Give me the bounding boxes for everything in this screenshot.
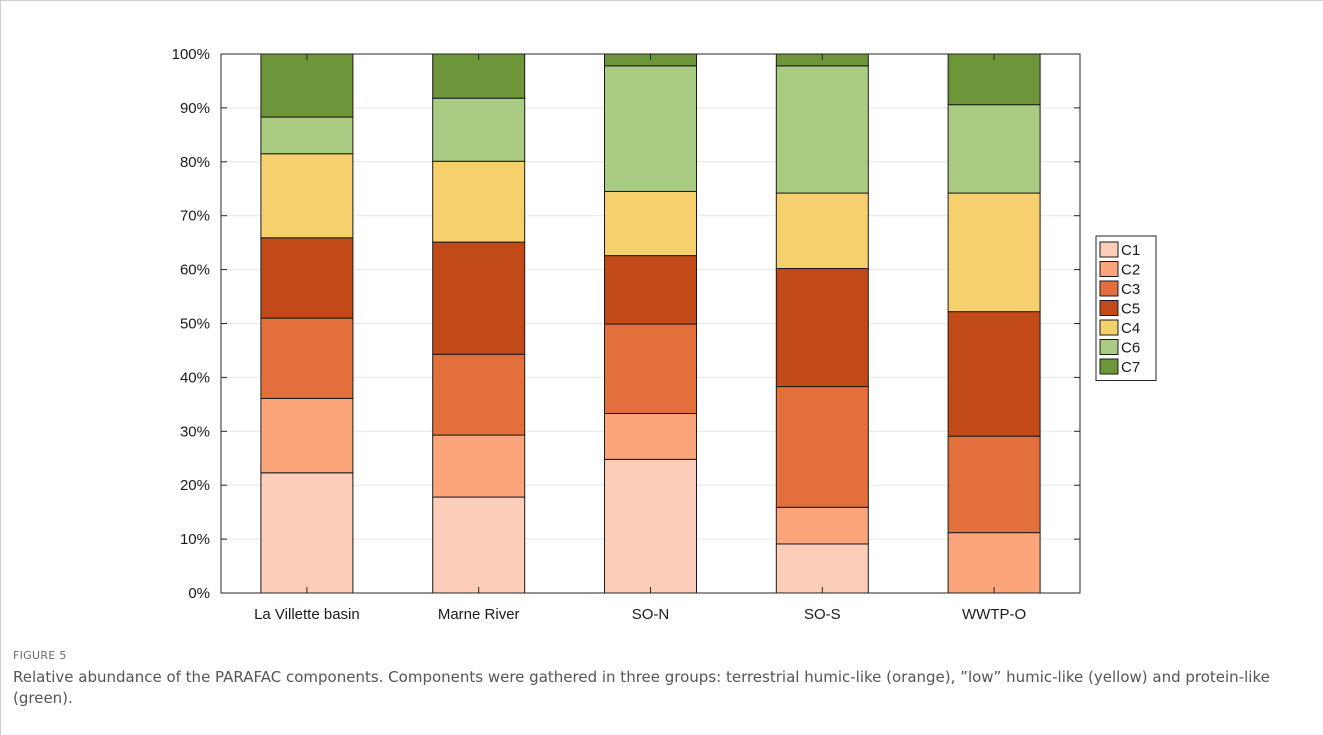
y-tick-label: 0% xyxy=(188,585,210,602)
bar-segment-c3 xyxy=(432,353,526,436)
figure-label: FIGURE 5 xyxy=(13,649,67,662)
bar-segment-c5 xyxy=(260,237,354,319)
figure-caption: Relative abundance of the PARAFAC compon… xyxy=(13,668,1270,707)
bar-segment-c2 xyxy=(432,434,526,498)
bar-segment-c3 xyxy=(775,386,869,508)
x-tick-label: SO-S xyxy=(804,606,841,623)
legend-swatch-c7 xyxy=(1099,358,1119,375)
bar-segment-c1 xyxy=(432,496,526,594)
bar-segment-c2 xyxy=(947,532,1041,594)
y-tick-label: 90% xyxy=(180,100,210,117)
bar-segment-c3 xyxy=(260,317,354,399)
legend-label: C5 xyxy=(1121,301,1140,318)
y-tick-label: 10% xyxy=(180,531,210,548)
bar-segment-c6 xyxy=(947,104,1041,194)
legend-label: C6 xyxy=(1121,340,1140,357)
bar-segment-c3 xyxy=(947,435,1041,534)
legend-swatch-c4 xyxy=(1099,319,1119,336)
legend-label: C3 xyxy=(1121,281,1140,298)
y-axis-tick-labels: 0% 10% 20% 30% 40% 50% 60% 70% 80% 90% 100% xyxy=(172,46,210,602)
bars xyxy=(260,53,1041,594)
bar-segment-c7 xyxy=(260,53,354,118)
bar-segment-c5 xyxy=(604,255,697,325)
bar-segment-c6 xyxy=(604,65,697,192)
bar-segment-c4 xyxy=(947,192,1041,313)
x-tick-label: WWTP-O xyxy=(962,606,1026,623)
bar-segment-c1 xyxy=(604,458,697,594)
bar-segment-c6 xyxy=(260,116,354,155)
x-tick-label: SO-N xyxy=(632,606,670,623)
bar-segment-c7 xyxy=(432,53,526,99)
y-tick-label: 60% xyxy=(180,262,210,279)
y-tick-label: 70% xyxy=(180,208,210,225)
bar-segment-c5 xyxy=(775,268,869,388)
legend-swatch-c2 xyxy=(1099,261,1119,277)
bar-segment-c2 xyxy=(604,413,697,460)
x-tick-label: Marne River xyxy=(438,606,520,623)
bar-segment-c4 xyxy=(432,160,526,243)
bar-segment-c1 xyxy=(775,543,869,594)
x-tick-label: La Villette basin xyxy=(254,606,360,623)
bar-segment-c7 xyxy=(947,53,1041,106)
legend: C1 C2 C3 C5 C4 C6 C7 xyxy=(1095,235,1157,381)
x-axis-tick-labels: La Villette basin Marne River SO-N SO-S WWTP… xyxy=(254,606,1026,623)
y-tick-label: 50% xyxy=(180,316,210,333)
stacked-bar-chart: 0% 10% 20% 30% 40% 50% 60% 70% 80% 90% 100% La Vil… xyxy=(172,46,1157,623)
legend-swatch-c6 xyxy=(1099,339,1119,355)
bar-segment-c3 xyxy=(604,323,697,415)
y-tick-label: 80% xyxy=(180,154,210,171)
bar-segment-c5 xyxy=(432,241,526,355)
legend-swatch-c3 xyxy=(1099,280,1119,297)
bar-segment-c2 xyxy=(260,397,354,474)
legend-label: C4 xyxy=(1121,320,1140,337)
legend-label: C7 xyxy=(1121,359,1140,376)
bar-segment-c2 xyxy=(775,506,869,545)
legend-swatch-c5 xyxy=(1099,300,1119,316)
legend-label: C2 xyxy=(1121,262,1140,279)
bar-segment-c4 xyxy=(260,153,354,239)
axis-ticks xyxy=(221,53,1080,594)
legend-swatch-c1 xyxy=(1099,241,1119,258)
bar-segment-c6 xyxy=(432,97,526,162)
bar-segment-c4 xyxy=(604,190,697,257)
bar-segment-c5 xyxy=(947,311,1041,437)
y-tick-label: 40% xyxy=(180,369,210,386)
y-tick-label: 100% xyxy=(172,46,210,63)
y-tick-label: 30% xyxy=(180,423,210,440)
bar-segment-c1 xyxy=(260,472,354,594)
bar-segment-c4 xyxy=(775,192,869,270)
bar-segment-c6 xyxy=(775,65,869,194)
legend-label: C1 xyxy=(1121,242,1140,259)
y-tick-label: 20% xyxy=(180,477,210,494)
